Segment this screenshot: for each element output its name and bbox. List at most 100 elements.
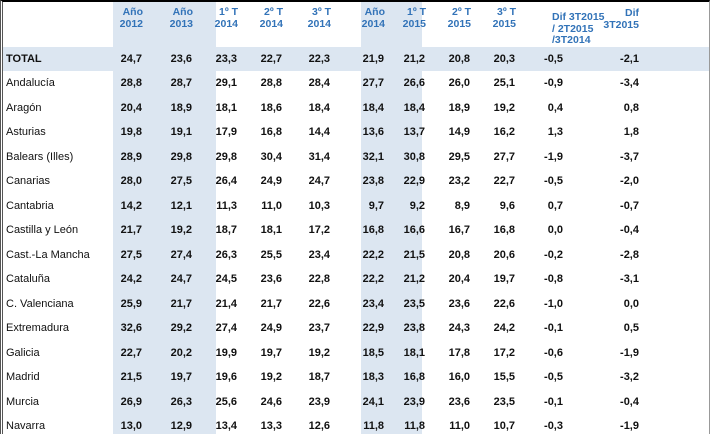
value-cell: 16,8 [493, 224, 515, 237]
total-row: TOTAL 24,7 23,6 23,3 22,7 22,3 21,9 21,2… [3, 46, 709, 71]
column-header-2t-2015: 2º T 2015 [447, 6, 471, 30]
value-cell: -2,8 [620, 248, 639, 261]
value-cell: -0,1 [544, 322, 563, 335]
value-cell: 20,8 [448, 248, 470, 261]
value-cell: 13,7 [403, 126, 425, 139]
table-row: Asturias 19,8 19,1 17,9 16,8 14,4 13,6 1… [3, 120, 709, 145]
value-cell: -0,6 [544, 346, 563, 359]
value-cell: 14,4 [308, 126, 330, 139]
value-cell: 24,2 [493, 322, 515, 335]
value-cell: 24,6 [260, 395, 282, 408]
spacer-cell [660, 46, 709, 71]
row-label: Murcia [6, 395, 40, 408]
value-cell: 24,7 [113, 46, 147, 71]
value-cell: 14,9 [448, 126, 470, 139]
spacer-cell [660, 292, 709, 317]
value-cell: 23,5 [403, 297, 425, 310]
table-body: TOTAL 24,7 23,6 23,3 22,7 22,3 21,9 21,2… [3, 46, 709, 71]
value-cell: 23,6 [147, 46, 197, 71]
table-row: Cast.-La Mancha 27,5 27,4 26,3 25,5 23,4… [3, 243, 709, 268]
value-cell: -0,3 [544, 420, 563, 433]
value-cell: 26,3 [215, 248, 237, 261]
value-cell: 18,9 [170, 101, 192, 114]
value-cell: 27,4 [170, 248, 192, 261]
column-header-dif-quarter: Dif 3T2015 / 2T2015 /3T2014 [552, 11, 605, 46]
value-cell: 8,9 [454, 199, 470, 212]
row-label: C. Valenciana [6, 297, 74, 310]
value-cell: 17,2 [493, 346, 515, 359]
value-cell: -1,9 [620, 420, 639, 433]
value-cell: 29,1 [215, 77, 237, 90]
value-cell: 0,7 [547, 199, 563, 212]
value-cell: 22,3 [287, 46, 335, 71]
value-cell: 19,8 [120, 126, 142, 139]
value-cell: 28,9 [120, 150, 142, 163]
value-cell: 19,7 [493, 273, 515, 286]
value-cell: 13,0 [120, 420, 142, 433]
value-cell: -1,0 [544, 297, 563, 310]
table-row: Andalucía 28,8 28,7 29,1 28,8 28,4 27,7 … [3, 71, 709, 96]
value-cell: 18,5 [362, 346, 384, 359]
value-cell: 21,7 [170, 297, 192, 310]
value-cell: -1,9 [620, 346, 639, 359]
value-cell: 22,6 [493, 297, 515, 310]
value-cell: 16,8 [260, 126, 282, 139]
value-cell: 19,7 [260, 346, 282, 359]
table-row: Cataluña 24,2 24,7 24,5 23,6 22,8 22,2 2… [3, 267, 709, 292]
value-cell: 22,8 [308, 273, 330, 286]
row-label: Andalucía [6, 77, 55, 90]
value-cell: 0,5 [623, 322, 639, 335]
table-row: Canarias 28,0 27,5 26,4 24,9 24,7 23,8 2… [3, 169, 709, 194]
value-cell: -3,4 [620, 77, 639, 90]
row-label: Cast.-La Mancha [6, 248, 90, 261]
value-cell: 23,6 [260, 273, 282, 286]
table-row: C. Valenciana 25,9 21,7 21,4 21,7 22,6 2… [3, 292, 709, 317]
value-cell: 20,4 [120, 101, 142, 114]
value-cell: 18,7 [215, 224, 237, 237]
table-row: Balears (Illes) 28,9 29,8 29,8 30,4 31,4… [3, 145, 709, 170]
value-cell: 20,3 [475, 46, 520, 71]
value-cell: -0,4 [620, 224, 639, 237]
table-row: Murcia 26,9 26,3 25,6 24,6 23,9 24,1 23,… [3, 390, 709, 415]
spacer-cell [660, 2, 709, 47]
column-header-3t-2015: 3º T 2015 [492, 6, 516, 30]
spacer-cell [660, 414, 709, 434]
row-label-total: TOTAL [3, 46, 113, 71]
value-cell: 26,6 [403, 77, 425, 90]
value-cell: 20,4 [448, 273, 470, 286]
value-cell: 26,4 [215, 175, 237, 188]
value-cell: -1,9 [544, 150, 563, 163]
value-cell: 19,7 [170, 371, 192, 384]
value-cell: 0,4 [547, 101, 563, 114]
value-cell: 22,7 [493, 175, 515, 188]
value-cell: 22,6 [308, 297, 330, 310]
value-cell: 25,1 [493, 77, 515, 90]
spacer-cell [660, 194, 709, 219]
value-cell: 1,3 [547, 126, 563, 139]
value-cell: 28,8 [120, 77, 142, 90]
value-cell: -0,4 [620, 395, 639, 408]
table-row: Navarra 13,0 12,9 13,4 13,3 12,6 11,8 11… [3, 414, 709, 434]
column-header-1t-2014: 1º T 2014 [214, 6, 238, 30]
row-label: Castilla y León [6, 224, 79, 237]
value-cell: 23,4 [362, 297, 384, 310]
value-cell: 19,6 [215, 371, 237, 384]
spacer-cell [660, 341, 709, 366]
spacer-cell [660, 169, 709, 194]
value-cell: -2,0 [620, 175, 639, 188]
value-cell: 27,7 [362, 77, 384, 90]
value-cell: 24,2 [120, 273, 142, 286]
value-cell: 25,6 [215, 395, 237, 408]
value-cell: 29,8 [215, 150, 237, 163]
table-row: Cantabria 14,2 12,1 11,3 11,0 10,3 9,7 9… [3, 194, 709, 219]
value-cell: 20,6 [493, 248, 515, 261]
value-cell: 17,8 [448, 346, 470, 359]
row-label: Balears (Illes) [6, 150, 74, 163]
value-cell: 17,9 [215, 126, 237, 139]
row-label: Cataluña [6, 273, 51, 286]
value-cell: -0,2 [544, 248, 563, 261]
row-label: Navarra [6, 420, 46, 433]
table-row: Galicia 22,7 20,2 19,9 19,7 19,2 18,5 18… [3, 341, 709, 366]
value-cell: 23,8 [362, 175, 384, 188]
region-column-header [3, 2, 113, 47]
